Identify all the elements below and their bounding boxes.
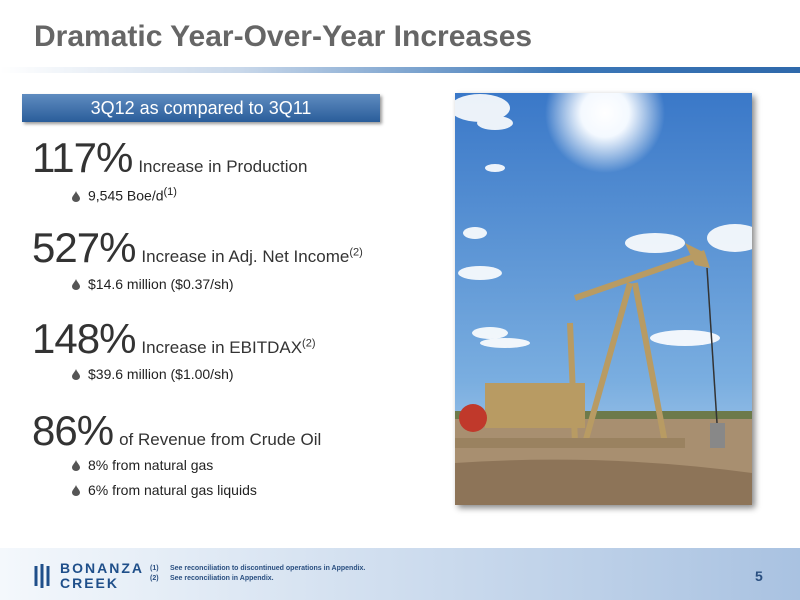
bullet-icon xyxy=(72,190,80,202)
bullet: $14.6 million ($0.37/sh) xyxy=(72,276,234,292)
headline-row: 117% Increase in Production xyxy=(32,134,307,182)
logo-text: BONANZA xyxy=(60,560,144,576)
bullet-icon xyxy=(72,279,80,290)
bullet: 8% from natural gas xyxy=(72,457,213,473)
headline-label: of Revenue from Crude Oil xyxy=(119,430,322,449)
bullet: $39.6 million ($1.00/sh) xyxy=(72,366,234,382)
big-figure: 117% xyxy=(32,134,133,181)
big-figure: 148% xyxy=(32,315,136,362)
bullet-icon xyxy=(72,460,80,471)
headline: 527% Increase in Adj. Net Income(2) xyxy=(32,224,363,272)
footnote-ref: (1) xyxy=(163,186,177,198)
bullet-text: $39.6 million ($1.00/sh) xyxy=(88,366,234,382)
page-number: 5 xyxy=(755,568,763,584)
footnote-ref: (2) xyxy=(349,246,363,259)
headline: 148% Increase in EBITDAX(2) xyxy=(32,315,316,363)
footnote-marker: (2) xyxy=(150,575,159,582)
headline-row: 148% Increase in EBITDAX(2) xyxy=(32,315,316,363)
bullet: 6% from natural gas liquids xyxy=(72,482,257,498)
headline-row: 527% Increase in Adj. Net Income(2) xyxy=(32,224,363,272)
headline-label: Increase in Production xyxy=(138,157,308,176)
headline-row: 86% of Revenue from Crude Oil xyxy=(32,407,321,455)
slide-title: Dramatic Year-Over-Year Increases xyxy=(34,20,533,53)
footnote-marker: (1) xyxy=(150,565,159,572)
footnote-text: See reconciliation to discontinued opera… xyxy=(170,565,366,572)
bullet-text: 9,545 Boe/d xyxy=(88,187,164,204)
bullet-text: 8% from natural gas xyxy=(88,457,214,473)
bullet: 9,545 Boe/d(1) xyxy=(72,186,177,204)
headline: 86% of Revenue from Crude Oil xyxy=(32,407,321,455)
photo xyxy=(455,93,752,505)
footnote-text: See reconciliation in Appendix. xyxy=(170,575,274,582)
footnote: (2) See reconciliation in Appendix. xyxy=(150,575,274,582)
bullet-icon xyxy=(72,369,80,380)
logo-mark xyxy=(34,564,50,588)
banner: 3Q12 as compared to 3Q11 xyxy=(22,94,380,122)
big-figure: 86% xyxy=(32,407,114,454)
bullet-text: $14.6 million ($0.37/sh) xyxy=(88,276,234,292)
headline-label: Increase in Adj. Net Income xyxy=(141,247,350,266)
footnote-ref: (2) xyxy=(302,337,316,350)
headline: 117% Increase in Production xyxy=(32,134,307,182)
footer xyxy=(0,548,800,600)
big-figure: 527% xyxy=(32,224,136,271)
logo-text: CREEK xyxy=(60,575,120,591)
footnote: (1) See reconciliation to discontinued op… xyxy=(150,565,365,572)
headline-label: Increase in EBITDAX xyxy=(141,338,303,357)
bullet-text: 6% from natural gas liquids xyxy=(88,482,257,498)
title-rule xyxy=(0,67,800,73)
bullet-icon xyxy=(72,485,80,496)
